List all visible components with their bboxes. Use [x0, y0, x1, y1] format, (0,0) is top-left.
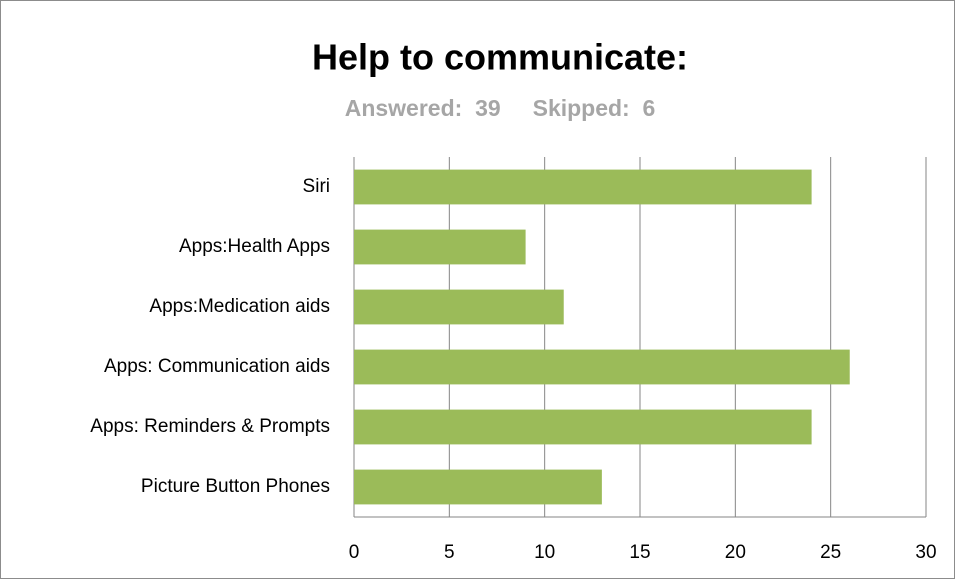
chart-subtitle: Answered: 39 Skipped: 6 — [345, 95, 656, 121]
y-tick-label: Siri — [303, 176, 330, 197]
bar — [354, 409, 812, 445]
bar — [354, 289, 564, 325]
x-tick-label: 10 — [534, 542, 555, 563]
chart-title: Help to communicate: — [312, 37, 688, 78]
bar — [354, 169, 812, 205]
y-tick-label: Picture Button Phones — [141, 476, 330, 497]
x-tick-label: 30 — [915, 542, 936, 563]
x-tick-label: 20 — [725, 542, 746, 563]
y-tick-label: Apps:Health Apps — [179, 236, 330, 257]
x-tick-label: 5 — [444, 542, 455, 563]
bar — [354, 349, 850, 385]
x-tick-label: 15 — [629, 542, 650, 563]
x-tick-label: 0 — [349, 542, 360, 563]
y-tick-label: Apps: Reminders & Prompts — [90, 416, 330, 437]
y-tick-label: Apps: Communication aids — [104, 356, 330, 377]
y-tick-label: Apps:Medication aids — [149, 296, 330, 317]
bar — [354, 229, 526, 265]
bar — [354, 469, 602, 505]
x-tick-label: 25 — [820, 542, 841, 563]
